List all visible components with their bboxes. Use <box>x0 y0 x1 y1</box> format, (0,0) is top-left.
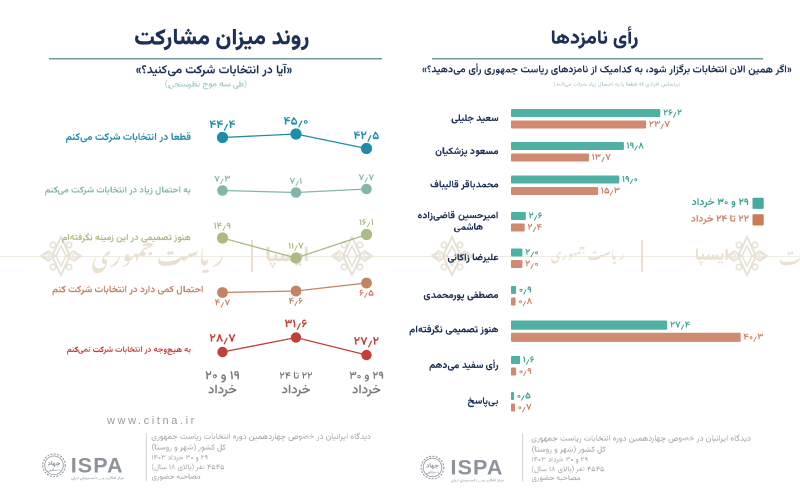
svg-text:ISPA: ISPA <box>451 456 504 480</box>
svg-text:ISPA: ISPA <box>71 453 124 477</box>
svg-text:www.citna.ir: www.citna.ir <box>106 415 197 427</box>
